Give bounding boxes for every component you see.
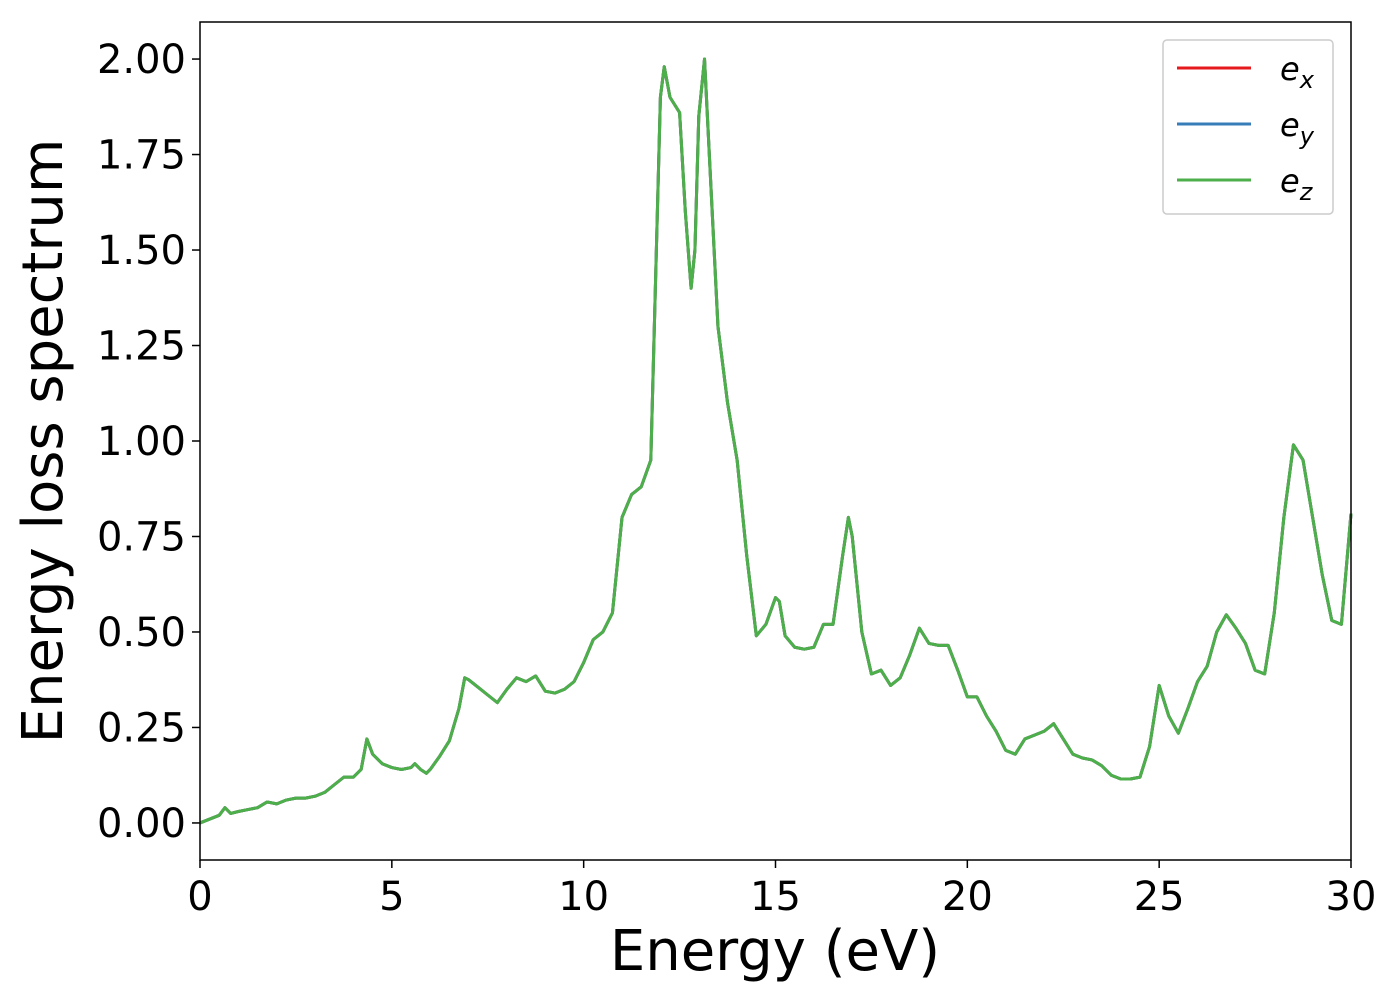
y-tick-label: 2.00 [97, 37, 186, 83]
y-tick-label: 0.25 [97, 705, 186, 751]
data-line [199, 57, 1353, 825]
y-tick-label: 0.75 [97, 514, 186, 560]
legend-label: ez [1280, 162, 1314, 206]
x-tick-label: 25 [1134, 874, 1185, 920]
y-tick-label: 1.00 [97, 419, 186, 465]
x-tick-label: 15 [750, 874, 801, 920]
y-tick-label: 0.50 [97, 610, 186, 656]
x-tick-label: 5 [379, 874, 404, 920]
x-tick-label: 0 [187, 874, 212, 920]
y-tick-label: 1.50 [97, 228, 186, 274]
x-tick-label: 30 [1326, 874, 1377, 920]
x-tick-label: 20 [942, 874, 993, 920]
y-axis-label: Energy loss spectrum [11, 139, 76, 744]
y-tick-label: 0.00 [97, 801, 186, 847]
legend: ex ey ez [1162, 39, 1334, 215]
legend-box [1162, 39, 1334, 215]
legend-label: ey [1280, 106, 1315, 150]
y-tick-label: 1.25 [97, 324, 186, 370]
x-axis-label: Energy (eV) [610, 919, 940, 984]
legend-label: ex [1280, 50, 1315, 94]
x-tick-label: 10 [558, 874, 609, 920]
plot-frame [199, 21, 1352, 861]
y-tick-label: 1.75 [97, 133, 186, 179]
